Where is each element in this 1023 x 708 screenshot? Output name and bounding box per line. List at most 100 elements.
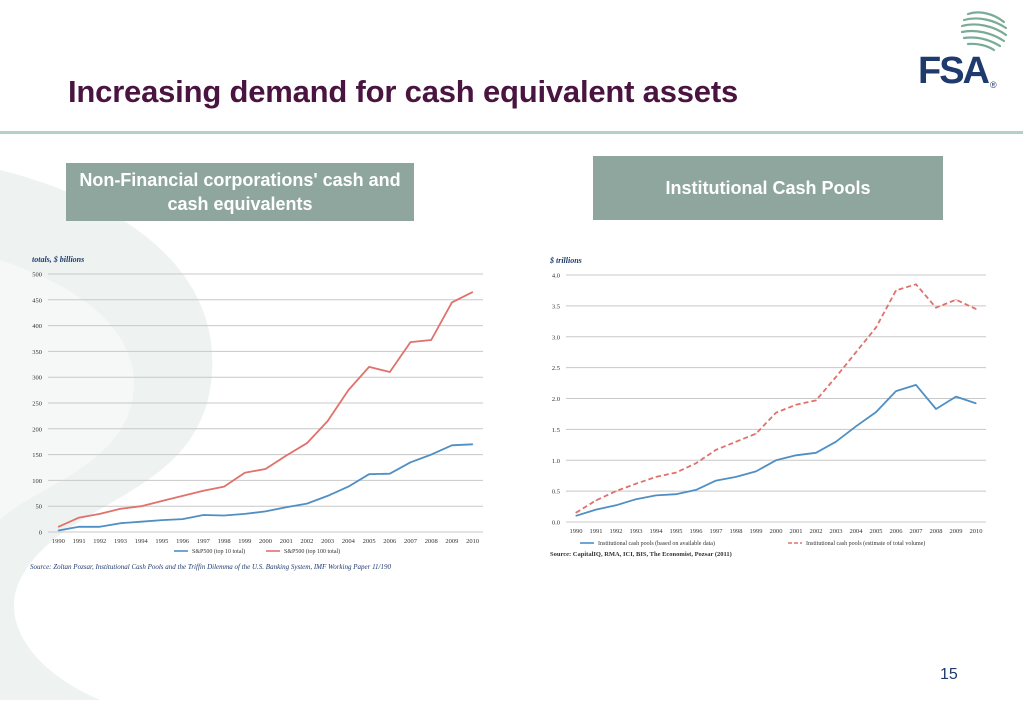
data-point [306,442,308,444]
data-point [182,495,184,497]
data-point [327,420,329,422]
left-panel-header: Non-Financial corporations' cash and cas… [66,163,414,221]
data-point [715,480,717,482]
x-tick-label: 1996 [176,538,190,545]
data-point [368,366,370,368]
data-point [78,526,80,528]
data-point [595,499,597,501]
logo-text: FSA [918,50,990,92]
data-point [327,495,329,497]
data-point [285,455,287,457]
y-tick-label: 0.5 [552,489,560,496]
data-point [635,498,637,500]
x-tick-label: 1992 [610,528,623,535]
x-tick-label: 1998 [730,528,743,535]
data-point [575,515,577,517]
y-axis-label: totals, $ billions [32,255,84,264]
y-tick-label: 50 [36,504,43,511]
chart-corporate-cash: totals, $ billions 0 50 100 150 200 250 300 350 4… [28,248,498,568]
x-tick-label: 1997 [710,528,724,535]
data-point [119,522,122,524]
x-tick-label: 2002 [810,528,823,535]
data-point [815,452,817,454]
x-tick-label: 1999 [238,538,251,545]
legend-label-1: S&P500 (top 10 total) [192,548,245,555]
data-point [835,376,837,378]
legend-label-2: Institutional cash pools (estimate of to… [806,540,925,547]
data-point [755,470,757,472]
y-tick-label: 250 [32,401,42,408]
logo-emblem-icon [960,11,1008,52]
data-point [895,289,897,292]
data-point [675,472,677,474]
data-point [855,425,857,427]
data-point [244,513,246,515]
y-tick-label: 200 [32,426,42,433]
data-point [472,291,474,293]
x-tick-label: 2010 [466,538,479,545]
data-point [140,505,142,507]
data-point [915,384,917,386]
data-point [78,516,80,519]
y-tick-label: 300 [32,375,42,382]
y-tick-label: 4.0 [552,273,560,280]
x-tick-label: 2001 [280,538,293,545]
y-axis-label: $ trillions [549,256,582,265]
x-tick-label: 2003 [830,528,843,535]
data-point [855,351,857,353]
data-point [955,299,957,301]
data-point [264,510,267,512]
y-tick-label: 450 [32,297,42,304]
x-tick-label: 2005 [363,538,376,545]
data-point [735,476,737,478]
data-point [161,519,163,521]
x-tick-label: 1998 [218,538,231,545]
data-point [99,513,101,515]
data-point [409,461,412,463]
x-tick-label: 1991 [73,538,86,545]
x-tick-label: 1995 [670,528,683,535]
data-point [389,473,391,475]
data-point [202,514,204,516]
x-tick-label: 1994 [650,528,664,535]
y-tick-label: 2.0 [552,396,560,403]
x-tick-label: 2007 [404,538,418,545]
data-point [915,283,917,285]
data-point [306,503,308,505]
data-point [409,341,412,343]
x-tick-label: 2003 [321,538,334,545]
data-point [223,485,225,488]
data-point [57,526,59,528]
data-point [140,521,142,523]
data-point [182,518,184,520]
data-point [202,490,204,492]
series-line-1 [575,383,977,517]
x-tick-label: 1996 [690,528,704,535]
data-point [119,508,122,510]
y-tick-label: 100 [32,478,42,485]
y-tick-label: 150 [32,452,42,459]
series-line-2 [58,291,474,528]
logo-registered-mark: ® [990,80,997,90]
x-tick-label: 2002 [300,538,313,545]
data-point [615,504,617,506]
data-point [675,493,677,495]
x-tick-label: 1990 [570,528,583,535]
data-point [451,301,453,303]
data-point [935,408,937,410]
x-tick-label: 2004 [850,528,864,535]
y-tick-label: 3.0 [552,334,560,341]
data-point [223,514,225,517]
data-point [57,529,59,532]
data-point [695,489,697,491]
x-tick-label: 2005 [870,528,883,535]
x-tick-label: 2010 [970,528,983,535]
chart-institutional-cash-pools-svg: $ trillions 0.0 0.5 1.0 1.5 2.0 2.5 3.0 3.5 4.0 19… [549,256,986,558]
data-point [935,307,937,309]
y-tick-label: 2.5 [552,365,560,372]
data-point [264,468,267,470]
data-point [655,476,657,478]
y-tick-label: 350 [32,349,42,356]
data-point [161,500,163,502]
data-point [955,396,957,398]
